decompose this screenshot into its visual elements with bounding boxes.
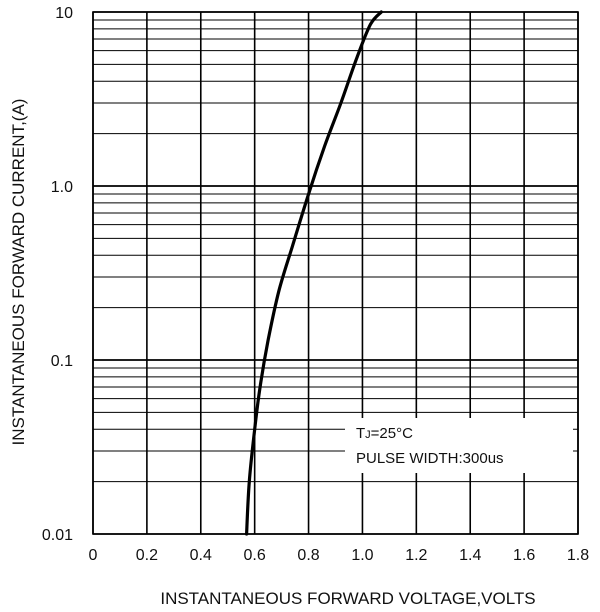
- y-tick-label: 0.01: [42, 527, 73, 544]
- x-tick-label: 1.0: [351, 547, 373, 564]
- annotation-tj: TJ=25°C: [356, 425, 413, 442]
- y-tick-label: 1.0: [51, 179, 73, 196]
- y-axis-title: INSTANTANEOUS FORWARD CURRENT,(A): [9, 99, 28, 446]
- x-tick-label: 0.6: [244, 547, 266, 564]
- x-tick-label: 1.6: [513, 547, 535, 564]
- x-tick-label: 1.8: [567, 547, 589, 564]
- x-tick-label: 1.2: [405, 547, 427, 564]
- x-axis-title: INSTANTANEOUS FORWARD VOLTAGE,VOLTS: [160, 589, 535, 608]
- x-tick-label: 1.4: [459, 547, 481, 564]
- plot-frame: [92, 11, 579, 535]
- y-tick-label: 10: [55, 5, 73, 22]
- x-tick-label: 0.4: [190, 547, 212, 564]
- annotation-pulse-width: PULSE WIDTH:300us: [356, 450, 504, 467]
- series-layer: [245, 10, 383, 536]
- annotation-box: TJ=25°C PULSE WIDTH:300us: [345, 418, 573, 473]
- x-tick-label: 0: [89, 547, 98, 564]
- y-tick-label: 0.1: [51, 353, 73, 370]
- x-tick-label: 0.2: [136, 547, 158, 564]
- forward-characteristic-curve: [245, 10, 383, 536]
- x-tick-label: 0.8: [297, 547, 319, 564]
- annotation-background: [345, 418, 573, 473]
- tick-labels: 0 0.2 0.4 0.6 0.8 1.0 1.2 1.4 1.6 1.8 0.01 0.1 1.0 10: [42, 5, 589, 564]
